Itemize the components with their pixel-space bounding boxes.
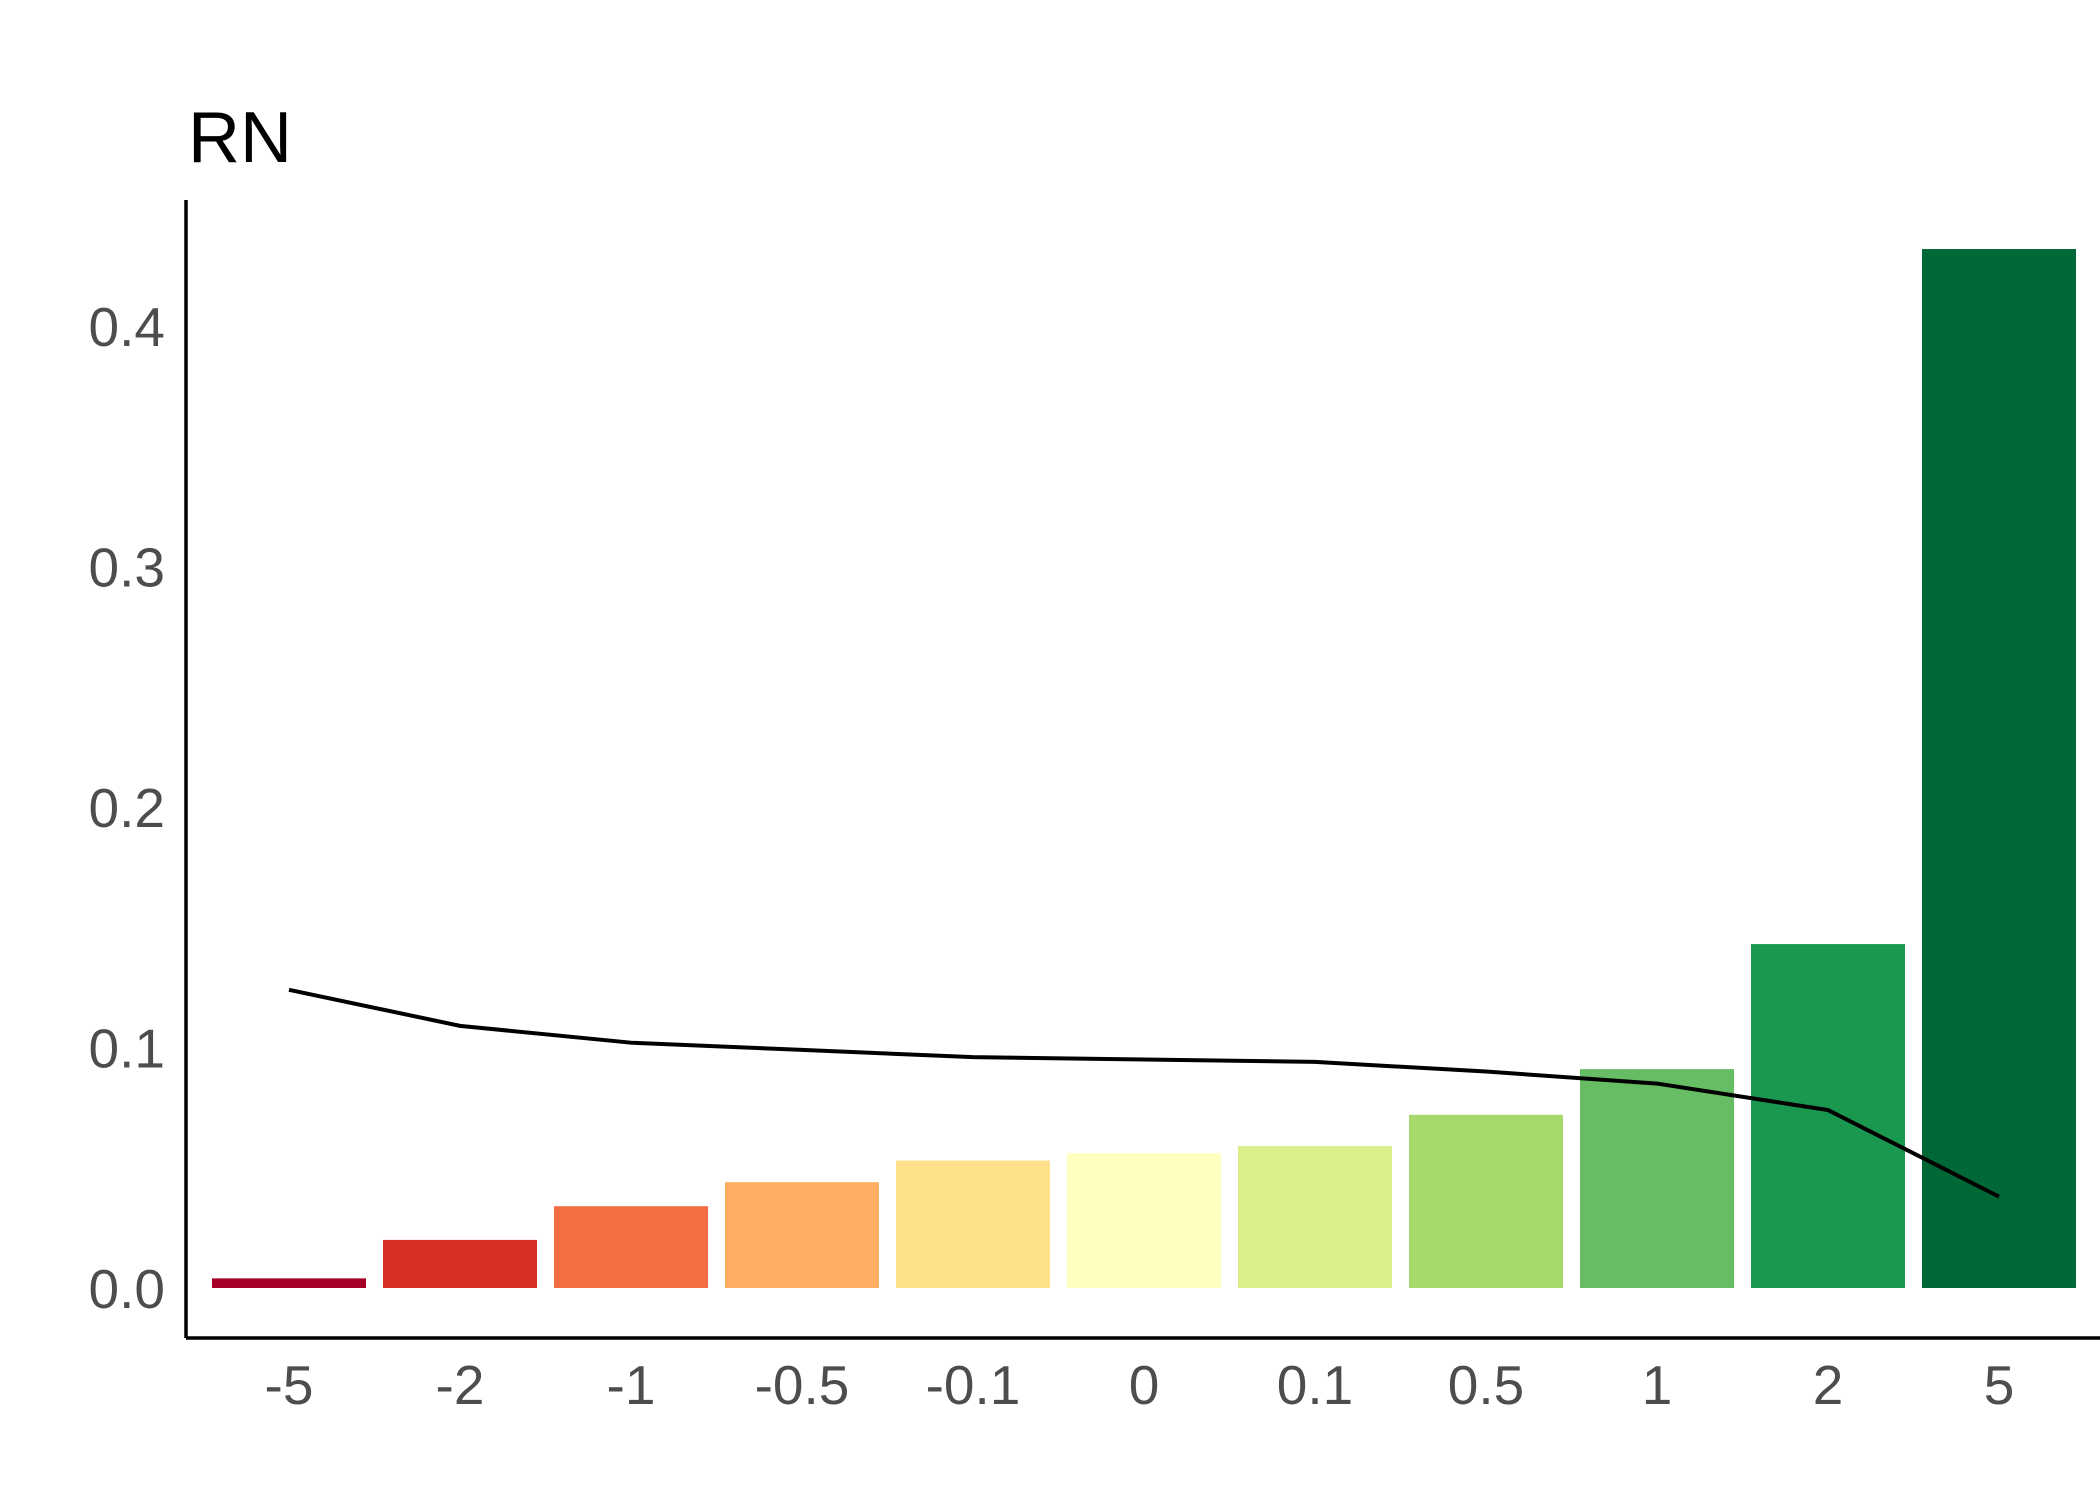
- y-tick-label: 0.1: [89, 1018, 165, 1080]
- x-tick-label: -2: [436, 1354, 485, 1416]
- x-axis: -5 -2 -1 -0.5 -0.1 0 0.1 0.5 1 2 5: [186, 1336, 2100, 1416]
- x-tick-label: 0: [1129, 1354, 1160, 1416]
- x-tick-label: -0.5: [755, 1354, 850, 1416]
- bar-8: [1580, 1069, 1734, 1288]
- x-tick-label: -5: [265, 1354, 314, 1416]
- bars: [212, 249, 2076, 1288]
- bar-5: [1067, 1153, 1221, 1288]
- y-tick-label: 0.0: [89, 1258, 165, 1320]
- bar-7: [1409, 1114, 1563, 1288]
- x-tick-label: -1: [607, 1354, 656, 1416]
- bar-3: [725, 1182, 879, 1288]
- x-tick-label: 5: [1984, 1354, 2015, 1416]
- x-tick-label: 0.1: [1277, 1354, 1353, 1416]
- bar-4: [896, 1160, 1050, 1288]
- y-tick-label: 0.4: [89, 296, 165, 358]
- x-tick-label: 0.5: [1448, 1354, 1524, 1416]
- x-tick-label: 2: [1813, 1354, 1844, 1416]
- bar-0: [212, 1278, 366, 1288]
- bar-2: [554, 1206, 708, 1288]
- x-tick-label: 1: [1642, 1354, 1673, 1416]
- bar-10: [1922, 249, 2076, 1288]
- x-tick-label: -0.1: [926, 1354, 1021, 1416]
- bar-6: [1238, 1146, 1392, 1288]
- bar-1: [383, 1239, 537, 1288]
- trend-line: [288, 987, 2000, 1199]
- y-tick-label: 0.3: [89, 537, 165, 599]
- bar-9: [1751, 944, 1905, 1288]
- trend-line-layer: [288, 987, 2000, 1199]
- chart-title: RN: [188, 98, 292, 178]
- y-axis: 0.0 0.1 0.2 0.3 0.4: [89, 200, 188, 1338]
- y-tick-label: 0.2: [89, 777, 165, 839]
